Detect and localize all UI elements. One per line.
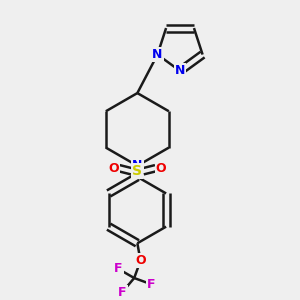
Text: F: F	[114, 262, 123, 275]
Text: S: S	[132, 164, 142, 178]
Text: O: O	[156, 162, 167, 175]
Text: O: O	[135, 254, 146, 267]
Text: N: N	[152, 48, 163, 61]
Text: F: F	[118, 286, 127, 298]
Text: O: O	[108, 162, 119, 175]
Text: N: N	[132, 159, 142, 172]
Text: N: N	[175, 64, 185, 77]
Text: F: F	[147, 278, 156, 291]
